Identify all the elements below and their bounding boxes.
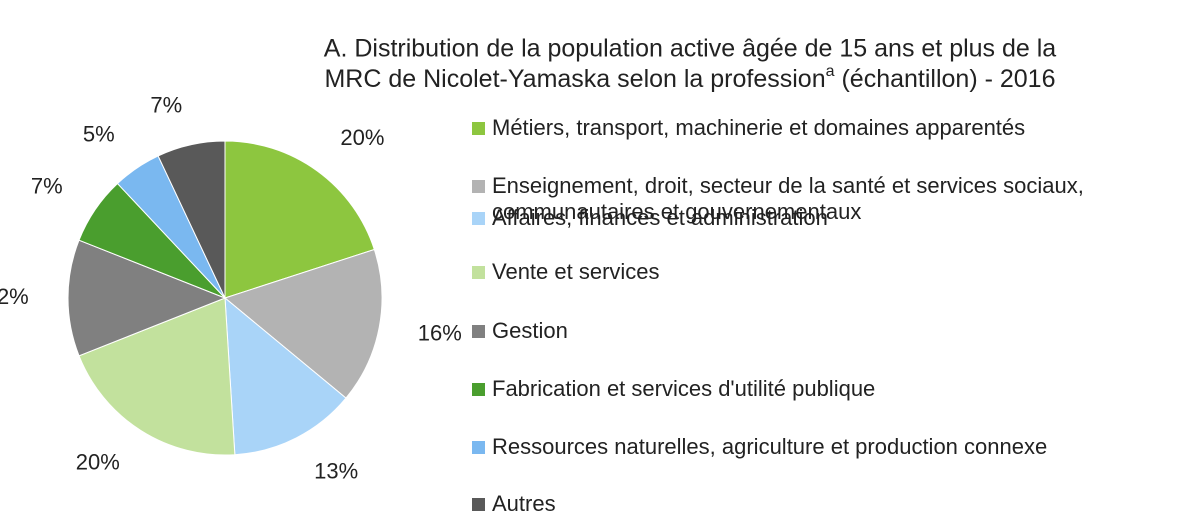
data-label: 12% xyxy=(0,284,29,309)
data-label: 13% xyxy=(314,459,358,484)
legend-label: Fabrication et services d'utilité publiq… xyxy=(492,376,876,401)
legend-label: Affaires, finances et administration xyxy=(492,205,828,230)
chart-title: MRC de Nicolet-Yamaska selon la professi… xyxy=(324,63,1055,92)
legend-swatch xyxy=(472,266,485,279)
legend-label: Autres xyxy=(492,491,556,516)
title-text: (échantillon) - 2016 xyxy=(835,65,1056,93)
legend-label: Vente et services xyxy=(492,259,660,284)
data-label: 7% xyxy=(150,92,182,117)
data-label: 16% xyxy=(418,321,462,346)
legend-label: Gestion xyxy=(492,318,568,343)
legend-entry: Enseignement, droit, secteur de la santé… xyxy=(472,173,1132,225)
data-label: 20% xyxy=(76,450,120,475)
legend-swatch xyxy=(472,383,485,396)
legend-entry: Métiers, transport, machinerie et domain… xyxy=(472,115,1132,141)
legend-entry: Ressources naturelles, agriculture et pr… xyxy=(472,434,1132,460)
legend-entry: Affaires, finances et administration xyxy=(472,205,1132,231)
legend-label: Métiers, transport, machinerie et domain… xyxy=(492,115,1026,140)
data-label: 7% xyxy=(31,174,63,199)
legend-entry: Fabrication et services d'utilité publiq… xyxy=(472,376,1132,402)
legend-swatch xyxy=(472,122,485,135)
title-superscript: a xyxy=(826,63,835,80)
pie-slice xyxy=(67,239,227,357)
legend-entry: Vente et services xyxy=(472,259,1132,285)
chart-title: A. Distribution de la population active … xyxy=(324,35,1057,63)
pie-slice xyxy=(78,297,236,456)
title-text: MRC de Nicolet-Yamaska selon la professi… xyxy=(324,65,825,93)
legend-swatch xyxy=(472,498,485,511)
legend-swatch xyxy=(472,180,485,193)
legend-swatch xyxy=(472,325,485,338)
pie-slice xyxy=(224,140,375,299)
legend-label: Ressources naturelles, agriculture et pr… xyxy=(492,434,1048,459)
legend-swatch xyxy=(472,441,485,454)
data-label: 20% xyxy=(340,125,384,150)
legend-label: Enseignement, droit, secteur de la santé… xyxy=(492,173,1084,224)
pie-slice xyxy=(157,140,226,299)
pie-slice xyxy=(224,296,347,456)
legend-entry: Gestion xyxy=(472,318,1132,344)
legend-entry: Autres xyxy=(472,491,1132,517)
data-label: 5% xyxy=(83,121,115,146)
legend-swatch xyxy=(472,212,485,225)
pie-slice xyxy=(223,248,383,399)
